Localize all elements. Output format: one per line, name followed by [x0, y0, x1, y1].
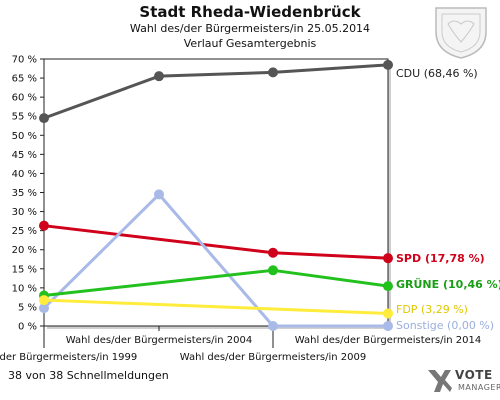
- data-point: [383, 59, 393, 70]
- data-point: [39, 220, 49, 231]
- data-point: [154, 189, 164, 200]
- x-tick-label: Wahl des/der Bürgermeisters/in 2009: [180, 352, 367, 363]
- data-point: [383, 253, 393, 264]
- y-tick-label: 10 %: [12, 283, 37, 294]
- y-tick-label: 35 %: [12, 188, 37, 199]
- data-point: [383, 308, 393, 319]
- series-end-label: Sonstige (0,00 %): [396, 319, 494, 332]
- y-tick-label: 50 %: [12, 131, 37, 142]
- series-end-label: CDU (68,46 %): [396, 67, 478, 80]
- series-end-label: SPD (17,78 %): [396, 252, 485, 265]
- data-point: [383, 321, 393, 331]
- footer-note: 38 von 38 Schnellmeldungen: [8, 369, 169, 382]
- y-tick-label: 55 %: [12, 112, 37, 123]
- coat-of-arms-icon: [435, 7, 487, 59]
- chart-caption: Verlauf Gesamtergebnis: [183, 37, 317, 50]
- y-tick-label: 30 %: [12, 207, 37, 218]
- x-tick-label: Wahl des/der Bürgermeisters/in 2014: [295, 335, 482, 346]
- y-tick-label: 40 %: [12, 169, 37, 180]
- y-tick-label: 15 %: [12, 264, 37, 275]
- y-tick-label: 60 %: [12, 93, 37, 104]
- data-point: [383, 281, 393, 292]
- data-point: [39, 113, 49, 124]
- chart-subtitle: Wahl des/der Bürgermeisters/in 25.05.201…: [129, 22, 371, 35]
- y-tick-label: 0 %: [18, 322, 37, 333]
- data-point: [268, 67, 278, 78]
- series-line: [42, 63, 390, 120]
- vote-check-icon: [428, 370, 452, 392]
- plot-area: [43, 58, 389, 327]
- series-line: [42, 298, 390, 315]
- data-point: [154, 71, 164, 82]
- y-tick-label: 65 %: [12, 74, 37, 85]
- y-tick-label: 70 %: [12, 55, 37, 66]
- chart-title: Stadt Rheda-Wiedenbrück: [139, 3, 361, 21]
- logo-text-vote: VOTE: [455, 368, 493, 382]
- y-tick-label: 25 %: [12, 226, 37, 237]
- y-tick-label: 45 %: [12, 150, 37, 161]
- data-point: [268, 265, 278, 276]
- data-point: [39, 303, 49, 314]
- series-end-label: FDP (3,29 %): [396, 303, 468, 316]
- data-point: [39, 295, 49, 306]
- vote-manager-logo: VOTE MANAGER: [424, 366, 500, 396]
- y-tick-label: 20 %: [12, 245, 37, 256]
- data-point: [268, 247, 278, 258]
- data-point: [268, 321, 278, 331]
- x-tick-label: Wahl des/der Bürgermeisters/in 2004: [66, 335, 253, 346]
- y-tick-label: 5 %: [18, 302, 37, 313]
- series-line: [42, 192, 390, 328]
- logo-text-manager: MANAGER: [458, 383, 500, 392]
- series-end-label: GRÜNE (10,46 %): [396, 277, 500, 291]
- x-tick-label: Wahl des/der Bürgermeisters/in 1999: [0, 352, 137, 363]
